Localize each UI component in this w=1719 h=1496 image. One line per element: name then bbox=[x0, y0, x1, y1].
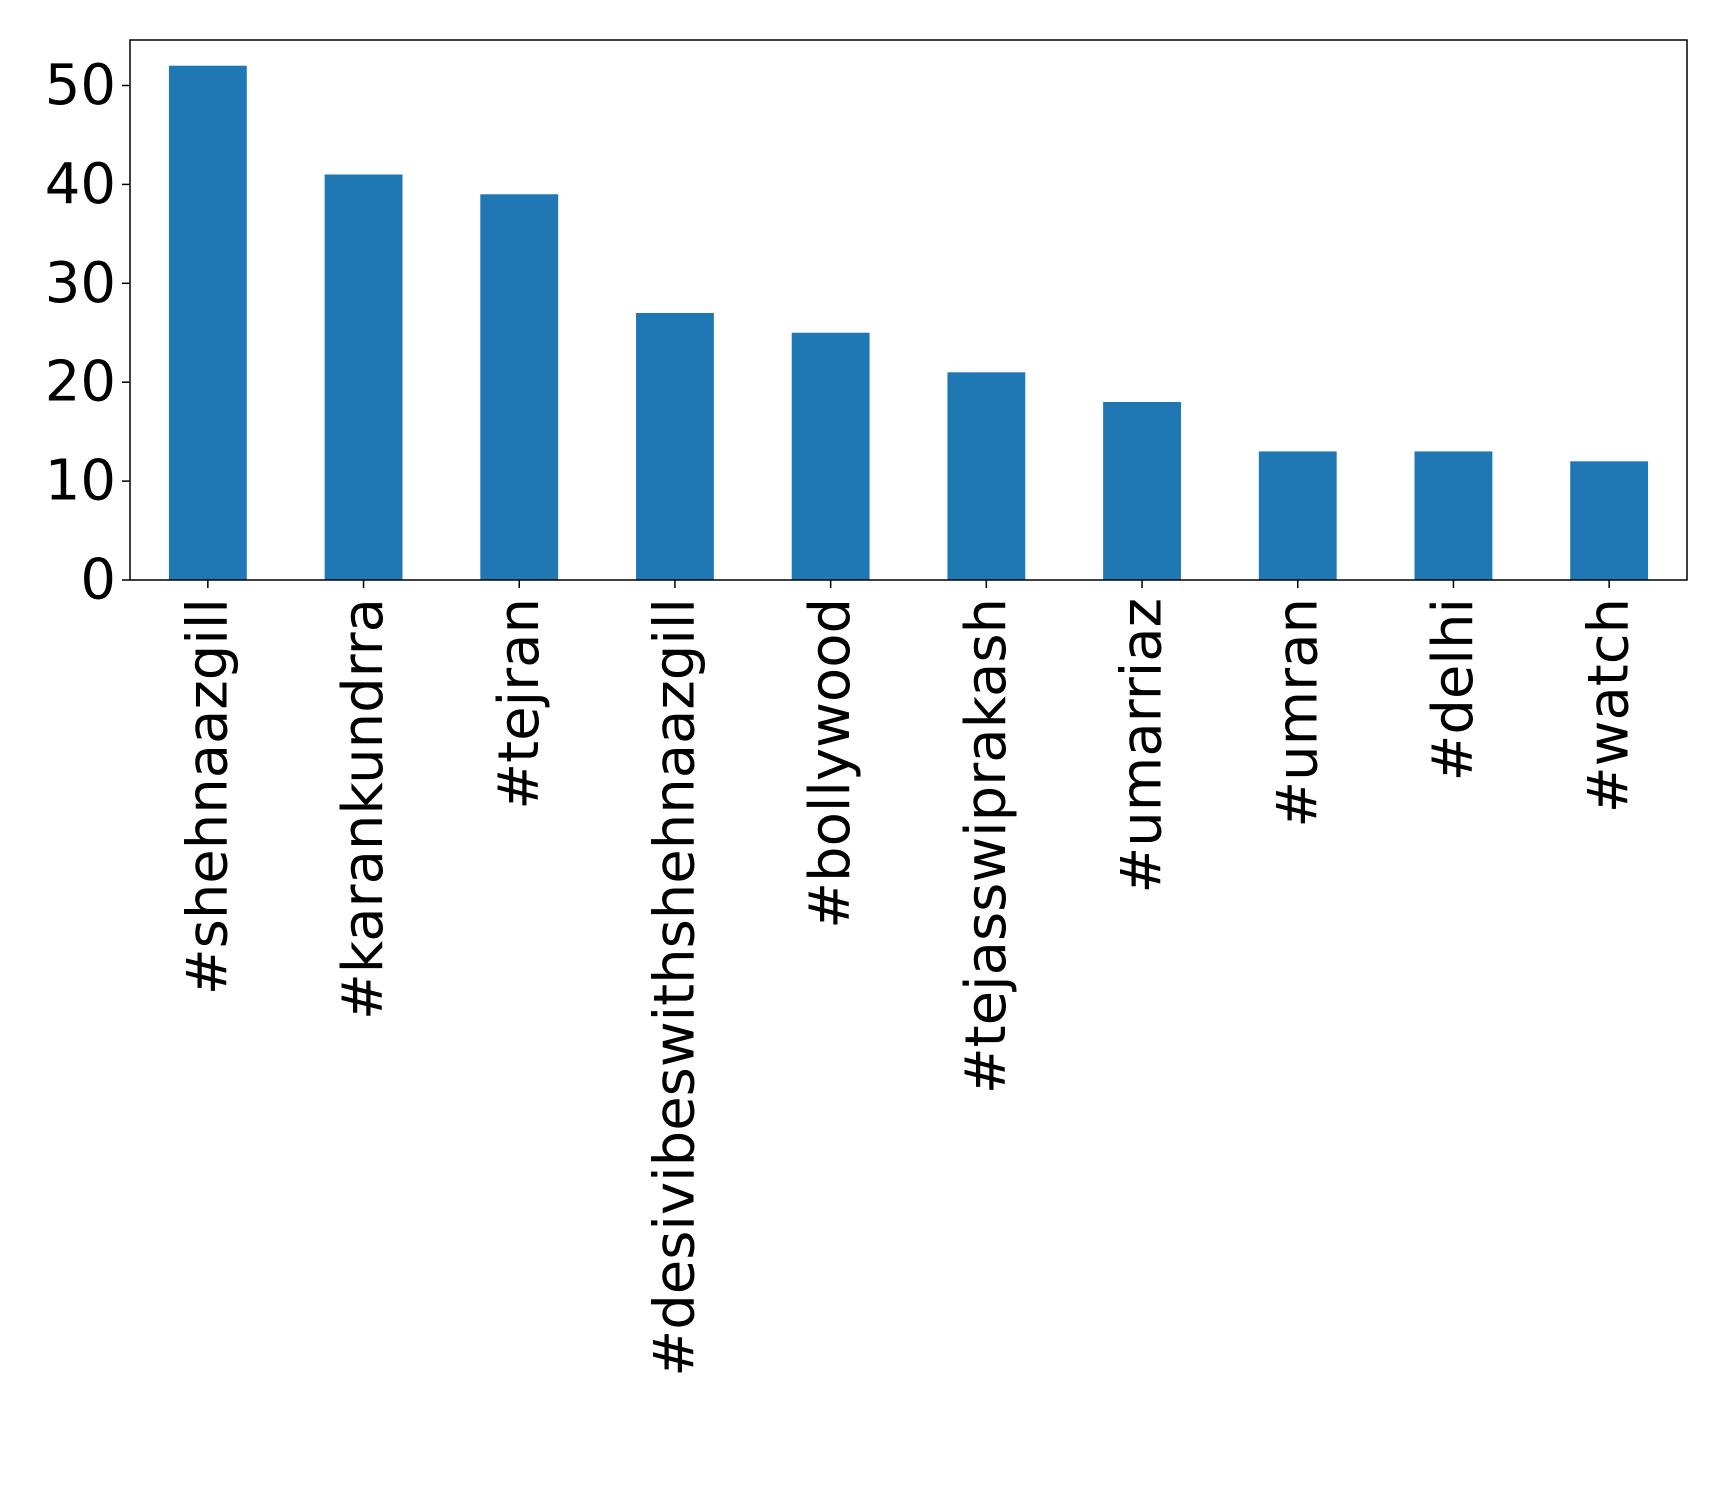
x-tick-label: #umran bbox=[1265, 598, 1330, 828]
x-tick-label: #shehnaazgill bbox=[175, 598, 240, 995]
x-tick-label: #bollywood bbox=[798, 598, 863, 929]
bar-karankundrra bbox=[324, 174, 403, 580]
x-axis: #shehnaazgill #karankundrra #tejran #desivi… bbox=[175, 580, 1642, 1377]
y-axis: 0 10 20 30 40 50 bbox=[45, 53, 130, 613]
bar-tejran bbox=[480, 194, 559, 581]
bar-delhi bbox=[1414, 451, 1493, 580]
y-tick-label: 50 bbox=[45, 53, 116, 118]
bar-shehnaazgill bbox=[168, 65, 247, 580]
bars-group bbox=[168, 65, 1649, 581]
y-tick-label: 40 bbox=[45, 152, 116, 217]
bar-bollywood bbox=[791, 332, 870, 580]
y-tick-label: 20 bbox=[45, 350, 116, 415]
y-tick-label: 30 bbox=[45, 251, 116, 316]
x-tick-label: #tejran bbox=[487, 598, 552, 810]
x-tick-label: #watch bbox=[1577, 598, 1642, 813]
bar-tejasswiprakash bbox=[947, 372, 1026, 580]
bar-desivibeswithshehnaazgill bbox=[636, 312, 714, 580]
y-tick-label: 0 bbox=[80, 548, 116, 613]
bar-umarriaz bbox=[1103, 401, 1181, 580]
x-tick-label: #umarriaz bbox=[1110, 598, 1175, 894]
y-tick-label: 10 bbox=[45, 449, 116, 514]
bar-watch bbox=[1570, 461, 1649, 580]
x-tick-label: #delhi bbox=[1421, 598, 1486, 782]
plot-frame bbox=[129, 39, 1688, 581]
x-tick-label: #desivibeswithshehnaazgill bbox=[642, 598, 707, 1377]
bar-umran bbox=[1258, 451, 1337, 580]
x-tick-label: #karankundrra bbox=[331, 598, 396, 1020]
x-tick-label: #tejasswiprakash bbox=[954, 598, 1019, 1094]
